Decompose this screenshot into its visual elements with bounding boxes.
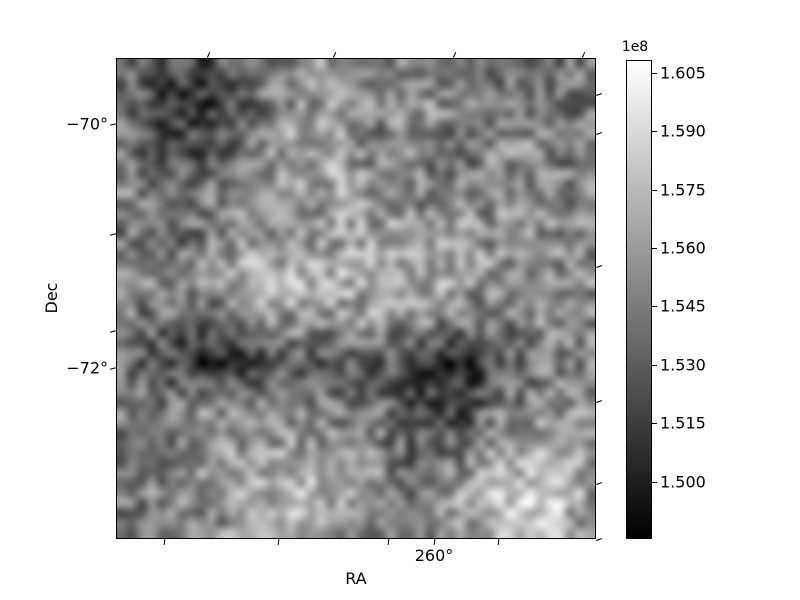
x-axis-label: RA bbox=[345, 569, 367, 588]
x-axis-tick bbox=[277, 538, 280, 546]
x-axis-top-tick bbox=[452, 52, 457, 58]
y-tick-label: −70° bbox=[66, 114, 108, 134]
heatmap-image bbox=[117, 59, 595, 538]
y-axis-right-tick bbox=[596, 482, 602, 485]
y-axis-tick bbox=[109, 233, 117, 236]
x-tick-label: 260° bbox=[414, 546, 454, 565]
y-axis-tick bbox=[109, 330, 117, 333]
colorbar-tick bbox=[652, 306, 657, 307]
colorbar-tick bbox=[652, 248, 657, 249]
colorbar-tick-label: 1.545 bbox=[660, 296, 706, 316]
x-axis-top-tick bbox=[332, 52, 337, 58]
y-tick-label: −72° bbox=[66, 358, 108, 378]
y-axis-tick bbox=[109, 123, 117, 126]
y-axis-label: Dec bbox=[42, 282, 61, 314]
x-axis-top-tick bbox=[206, 52, 211, 58]
x-axis-top-tick bbox=[581, 52, 586, 58]
colorbar-tick bbox=[652, 365, 657, 366]
y-axis-right-tick bbox=[596, 400, 602, 403]
x-axis-tick bbox=[497, 538, 500, 546]
y-axis-right-tick bbox=[596, 132, 602, 135]
x-axis-tick bbox=[163, 538, 166, 546]
colorbar-tick-label: 1.500 bbox=[660, 472, 706, 492]
colorbar-tick-label: 1.560 bbox=[660, 238, 706, 258]
x-axis-tick bbox=[387, 538, 390, 546]
colorbar-tick-label: 1.575 bbox=[660, 180, 706, 200]
colorbar-tick-label: 1.515 bbox=[660, 413, 706, 433]
colorbar-tick bbox=[652, 482, 657, 483]
colorbar-scale-label: 1e8 bbox=[621, 39, 649, 55]
y-axis-tick bbox=[109, 367, 117, 370]
y-axis-right-tick bbox=[596, 93, 602, 96]
y-axis-right-tick bbox=[596, 265, 602, 268]
sky-map-axes: 260° −70° −72° bbox=[66, 52, 602, 565]
colorbar-tick-label: 1.605 bbox=[660, 63, 706, 83]
colorbar-tick bbox=[652, 131, 657, 132]
colorbar-tick-label: 1.530 bbox=[660, 355, 706, 375]
colorbar-tick bbox=[652, 190, 657, 191]
y-axis-right-tick bbox=[596, 538, 602, 541]
colorbar-tick-label: 1.590 bbox=[660, 121, 706, 141]
x-axis-tick bbox=[433, 538, 436, 546]
colorbar-tick bbox=[652, 73, 657, 74]
colorbar-tick bbox=[652, 423, 657, 424]
colorbar: 1.605 1.590 1.575 1.560 1.545 1.530 1.515 1.500 bbox=[626, 60, 706, 539]
